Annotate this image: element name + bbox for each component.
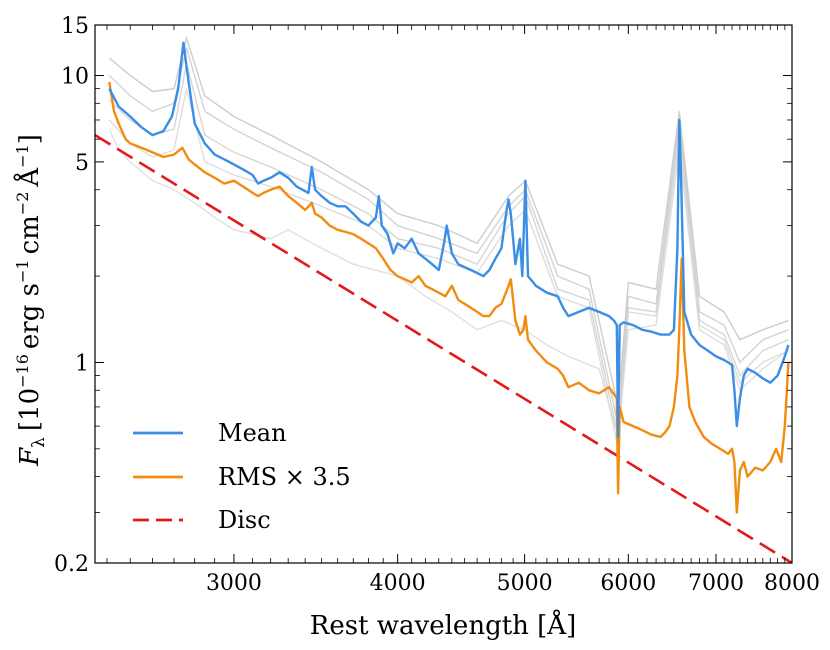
x-tick-label: 3000 <box>206 571 262 596</box>
y-title-exp3: −2 <box>13 192 32 216</box>
y-tick-label: 10 <box>61 65 89 90</box>
y-title-symbol: F <box>15 447 45 467</box>
x-tick-label: 8000 <box>764 571 820 596</box>
main-series <box>95 41 792 563</box>
y-title-exp1: −16 <box>13 354 32 388</box>
y-title-cm: cm <box>15 215 45 254</box>
x-axis-title: Rest wavelength [Å] <box>310 609 576 641</box>
y-title-unit-open: [10 <box>15 388 45 431</box>
legend-label-rms: RMS × 3.5 <box>218 463 351 491</box>
individual-spectra <box>108 35 789 449</box>
individual-spectrum-1 <box>108 35 789 408</box>
x-tick-label: 6000 <box>600 571 656 596</box>
legend-label-mean: Mean <box>218 419 287 447</box>
y-axis-title: Fλ[10−16erg s−1cm−2Å−1] <box>13 134 49 467</box>
series-line-rms-3-5 <box>108 81 790 514</box>
y-title-angstrom: Å <box>13 167 45 188</box>
x-tick-label: 5000 <box>497 571 553 596</box>
legend: Mean RMS × 3.5 Disc <box>133 419 351 534</box>
x-tick-label: 4000 <box>370 571 426 596</box>
y-title-close: ] <box>15 134 45 144</box>
y-title-erg: erg s <box>15 283 45 349</box>
y-title-exp4: −1 <box>13 144 32 168</box>
axis-ticks <box>95 24 793 564</box>
legend-label-disc: Disc <box>218 506 271 534</box>
y-title-exp2: −1 <box>13 259 32 283</box>
plot-frame <box>94 24 793 564</box>
individual-spectrum-2 <box>108 47 789 427</box>
y-title-symbol-sub: λ <box>29 437 49 448</box>
y-tick-label: 0.2 <box>54 552 89 577</box>
series-line-disc <box>95 133 792 563</box>
y-tick-label: 15 <box>61 14 89 39</box>
y-tick-label: 5 <box>75 151 89 176</box>
y-tick-label: 1 <box>75 351 89 376</box>
series-line-mean <box>108 41 790 439</box>
x-tick-label: 7000 <box>688 571 744 596</box>
